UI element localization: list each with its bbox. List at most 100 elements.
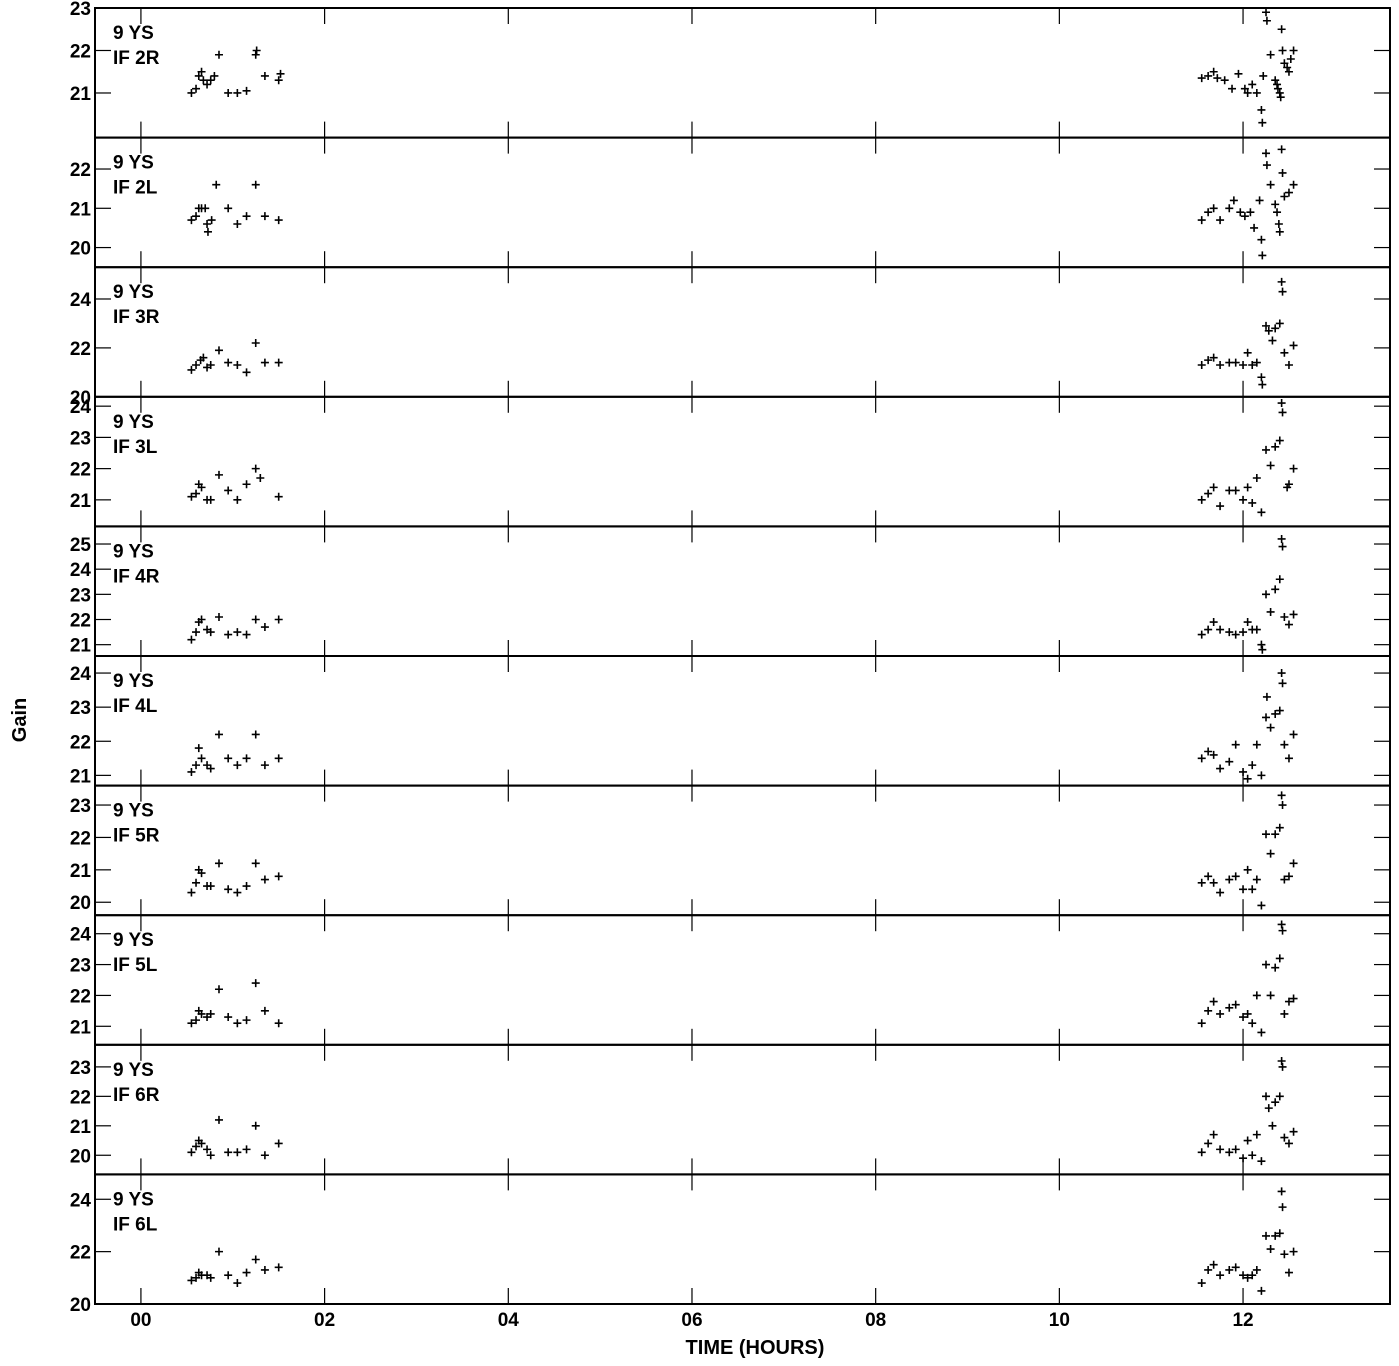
data-point	[242, 368, 251, 377]
x-tick-label: 00	[130, 1310, 151, 1331]
data-point	[1262, 590, 1271, 599]
data-point	[197, 1009, 206, 1018]
data-point	[1197, 361, 1206, 370]
data-point	[1289, 180, 1298, 189]
data-point	[1275, 88, 1284, 97]
data-point	[242, 1016, 251, 1025]
data-point	[192, 489, 201, 498]
data-point	[1248, 80, 1257, 89]
y-tick-label: 24	[70, 560, 92, 581]
data-point	[1209, 1260, 1218, 1269]
data-point	[1216, 625, 1225, 634]
data-point	[214, 346, 223, 355]
data-point	[203, 220, 212, 228]
data-point	[242, 212, 251, 221]
data-point	[233, 1019, 242, 1028]
panel-frame	[94, 1173, 1391, 1306]
data-point	[1262, 161, 1271, 170]
data-point	[1239, 767, 1248, 776]
data-point	[274, 216, 283, 225]
y-tick-label: 22	[70, 41, 91, 62]
data-point	[1243, 774, 1252, 783]
data-point	[1286, 54, 1295, 63]
data-point	[1231, 872, 1240, 881]
data-point	[1289, 610, 1298, 619]
data-point	[1220, 76, 1229, 85]
data-point	[1283, 63, 1292, 72]
data-point	[1250, 223, 1259, 232]
data-point	[1271, 830, 1280, 839]
data-point	[251, 615, 260, 624]
data-point	[1204, 489, 1213, 498]
data-point	[197, 754, 206, 763]
data-point	[224, 1013, 233, 1022]
data-point	[224, 358, 233, 367]
data-point	[1271, 76, 1280, 85]
data-point	[1231, 1145, 1240, 1154]
data-point	[251, 180, 260, 189]
data-point	[1248, 761, 1257, 770]
data-point	[1264, 326, 1273, 335]
data-point	[260, 1265, 269, 1274]
data-point	[1239, 495, 1248, 504]
data-point	[1257, 105, 1266, 114]
y-tick-label: 25	[70, 535, 92, 556]
data-point	[1236, 208, 1245, 217]
data-point	[1268, 336, 1277, 345]
data-point	[1243, 1009, 1252, 1018]
y-tick-label: 24	[70, 664, 92, 685]
y-tick-label: 22	[70, 339, 91, 360]
data-point	[1273, 208, 1282, 217]
data-point	[206, 76, 215, 85]
data-point	[187, 216, 196, 225]
data-point	[233, 495, 242, 504]
data-point	[1268, 1121, 1277, 1130]
data-point	[1197, 630, 1206, 639]
data-point	[1225, 1265, 1234, 1274]
y-tick-label: 22	[70, 1243, 91, 1264]
data-point	[242, 1268, 251, 1277]
data-point	[260, 761, 269, 770]
data-point	[1280, 1250, 1289, 1259]
y-tick-label: 24	[70, 1190, 92, 1211]
y-tick-label: 22	[70, 828, 91, 849]
y-tick-label: 22	[70, 160, 91, 181]
data-point	[1262, 16, 1271, 25]
y-tick-label: 20	[70, 388, 91, 409]
data-point	[1275, 1229, 1284, 1238]
data-point	[1257, 1286, 1266, 1295]
y-tick-label: 21	[70, 861, 92, 882]
data-point	[1204, 1265, 1213, 1274]
data-point	[1252, 1265, 1261, 1274]
data-point	[187, 888, 196, 897]
x-tick-label: 02	[314, 1310, 335, 1331]
data-point	[1229, 196, 1238, 205]
data-point	[1280, 192, 1289, 201]
data-point	[1239, 885, 1248, 894]
data-point	[224, 630, 233, 639]
data-point	[1278, 542, 1287, 551]
panel-frame	[94, 655, 1391, 787]
data-point	[1225, 875, 1234, 884]
data-point	[242, 754, 251, 763]
data-point	[1278, 168, 1287, 177]
data-point	[1280, 348, 1289, 357]
x-tick-label: 12	[1232, 1310, 1253, 1331]
data-point	[1225, 204, 1234, 213]
data-point	[1258, 251, 1267, 260]
data-point	[1257, 373, 1266, 382]
data-point	[210, 71, 219, 80]
data-point	[252, 46, 261, 55]
data-point	[206, 628, 215, 637]
panel-label-station: 9 YS	[113, 671, 154, 692]
data-point	[1289, 464, 1298, 473]
data-point	[1197, 1148, 1206, 1157]
panel-label-if: IF 4R	[113, 566, 160, 587]
data-point	[1276, 93, 1285, 102]
data-point	[1239, 628, 1248, 637]
panel-if-3r: 20 22 24 9 YS IF 3R	[70, 266, 1391, 409]
data-point	[1258, 645, 1267, 654]
data-point	[233, 888, 242, 897]
data-point	[1278, 926, 1287, 935]
data-point	[1204, 356, 1213, 365]
